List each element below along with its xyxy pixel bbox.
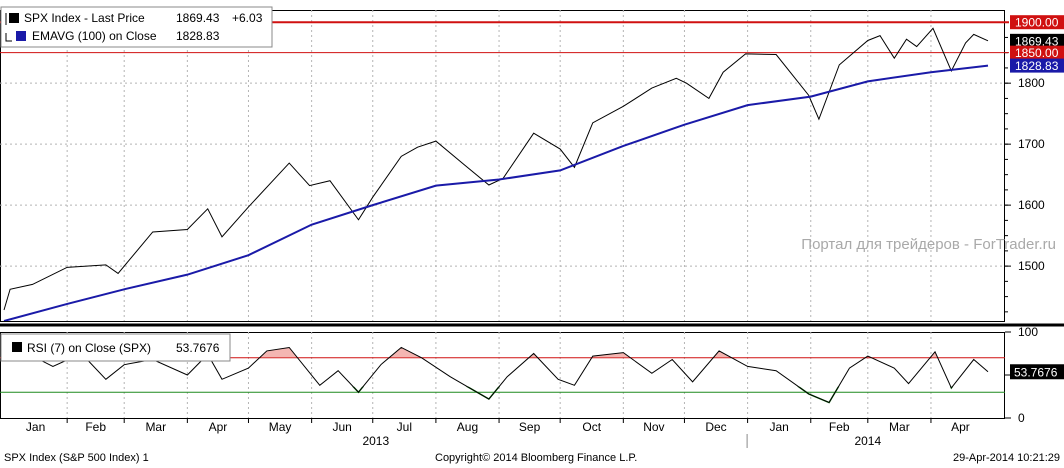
legend-rsi-label: RSI (7) on Close (SPX) xyxy=(27,341,151,355)
price-tag xyxy=(1010,33,1064,48)
price-panel xyxy=(0,10,1005,322)
x-axis-month-label: May xyxy=(269,420,292,434)
price-tag-label: 1900.00 xyxy=(1015,16,1059,30)
price-y-tick-label: 1700 xyxy=(1018,137,1045,151)
price-tag xyxy=(1010,45,1064,60)
x-axis-month-label: Mar xyxy=(145,420,166,434)
price-y-tick-label: 1500 xyxy=(1018,259,1045,273)
price-legend: SPX Index - Last Price 1869.43 +6.03 EMA… xyxy=(0,6,273,48)
legend-ema-label: EMAVG (100) on Close xyxy=(32,29,157,43)
legend-price-label: SPX Index - Last Price xyxy=(24,11,145,25)
x-axis-month-label: Oct xyxy=(582,420,601,434)
rsi-line xyxy=(3,346,989,404)
footer-timestamp: 29-Apr-2014 10:21:29 xyxy=(952,452,1060,464)
legend-ema-swatch xyxy=(16,31,26,41)
watermark: Портал для трейдеров - ForTrader.ru xyxy=(801,236,1056,253)
price-tag-label: 1850.00 xyxy=(1015,46,1059,60)
price-y-tick-label: 1800 xyxy=(1018,76,1045,90)
x-axis-month-label: Nov xyxy=(643,420,664,434)
x-axis-month-label: Dec xyxy=(705,420,726,434)
x-axis-month-label: Sep xyxy=(519,420,541,434)
price-y-tick-label: 1600 xyxy=(1018,198,1045,212)
rsi-value-tag-label: 53.7676 xyxy=(1014,365,1058,379)
price-tag-label: 1869.43 xyxy=(1015,34,1059,48)
spx-price-line xyxy=(3,27,989,311)
rsi-legend: RSI (7) on Close (SPX) 53.7676 xyxy=(0,333,231,362)
legend-price-value: 1869.43 xyxy=(176,11,220,25)
x-axis-year-label: 2013 xyxy=(362,434,389,448)
footer-copyright: Copyright© 2014 Bloomberg Finance L.P. xyxy=(435,452,638,464)
x-axis-month-label: Jan xyxy=(770,420,789,434)
footer-security: SPX Index (S&P 500 Index) 1 xyxy=(4,452,149,464)
rsi-y-tick-label: 100 xyxy=(1018,325,1038,339)
rsi-y-tick-label: 0 xyxy=(1018,411,1025,425)
legend-price-change: +6.03 xyxy=(232,11,263,25)
legend-rsi-swatch xyxy=(12,342,22,352)
x-axis-month-label: Mar xyxy=(889,420,910,434)
x-axis-month-label: Aug xyxy=(457,420,478,434)
x-axis-month-label: Apr xyxy=(951,420,970,434)
legend-rsi-value: 53.7676 xyxy=(176,341,220,355)
x-axis-month-label: Jan xyxy=(26,420,45,434)
ema-100-line xyxy=(3,64,989,321)
price-tag xyxy=(1010,58,1064,73)
legend-price-swatch xyxy=(9,13,19,23)
x-axis-month-label: Jun xyxy=(333,420,352,434)
price-tag xyxy=(1010,15,1064,30)
x-axis-month-label: Apr xyxy=(209,420,228,434)
x-axis-month-label: Feb xyxy=(829,420,850,434)
x-axis-month-label: Jul xyxy=(397,420,412,434)
x-axis-month-label: Feb xyxy=(85,420,106,434)
legend-ema-value: 1828.83 xyxy=(176,29,220,43)
rsi-value-tag xyxy=(1010,364,1064,380)
price-tag-label: 1828.83 xyxy=(1015,59,1059,73)
x-axis-year-label: 2014 xyxy=(854,434,881,448)
